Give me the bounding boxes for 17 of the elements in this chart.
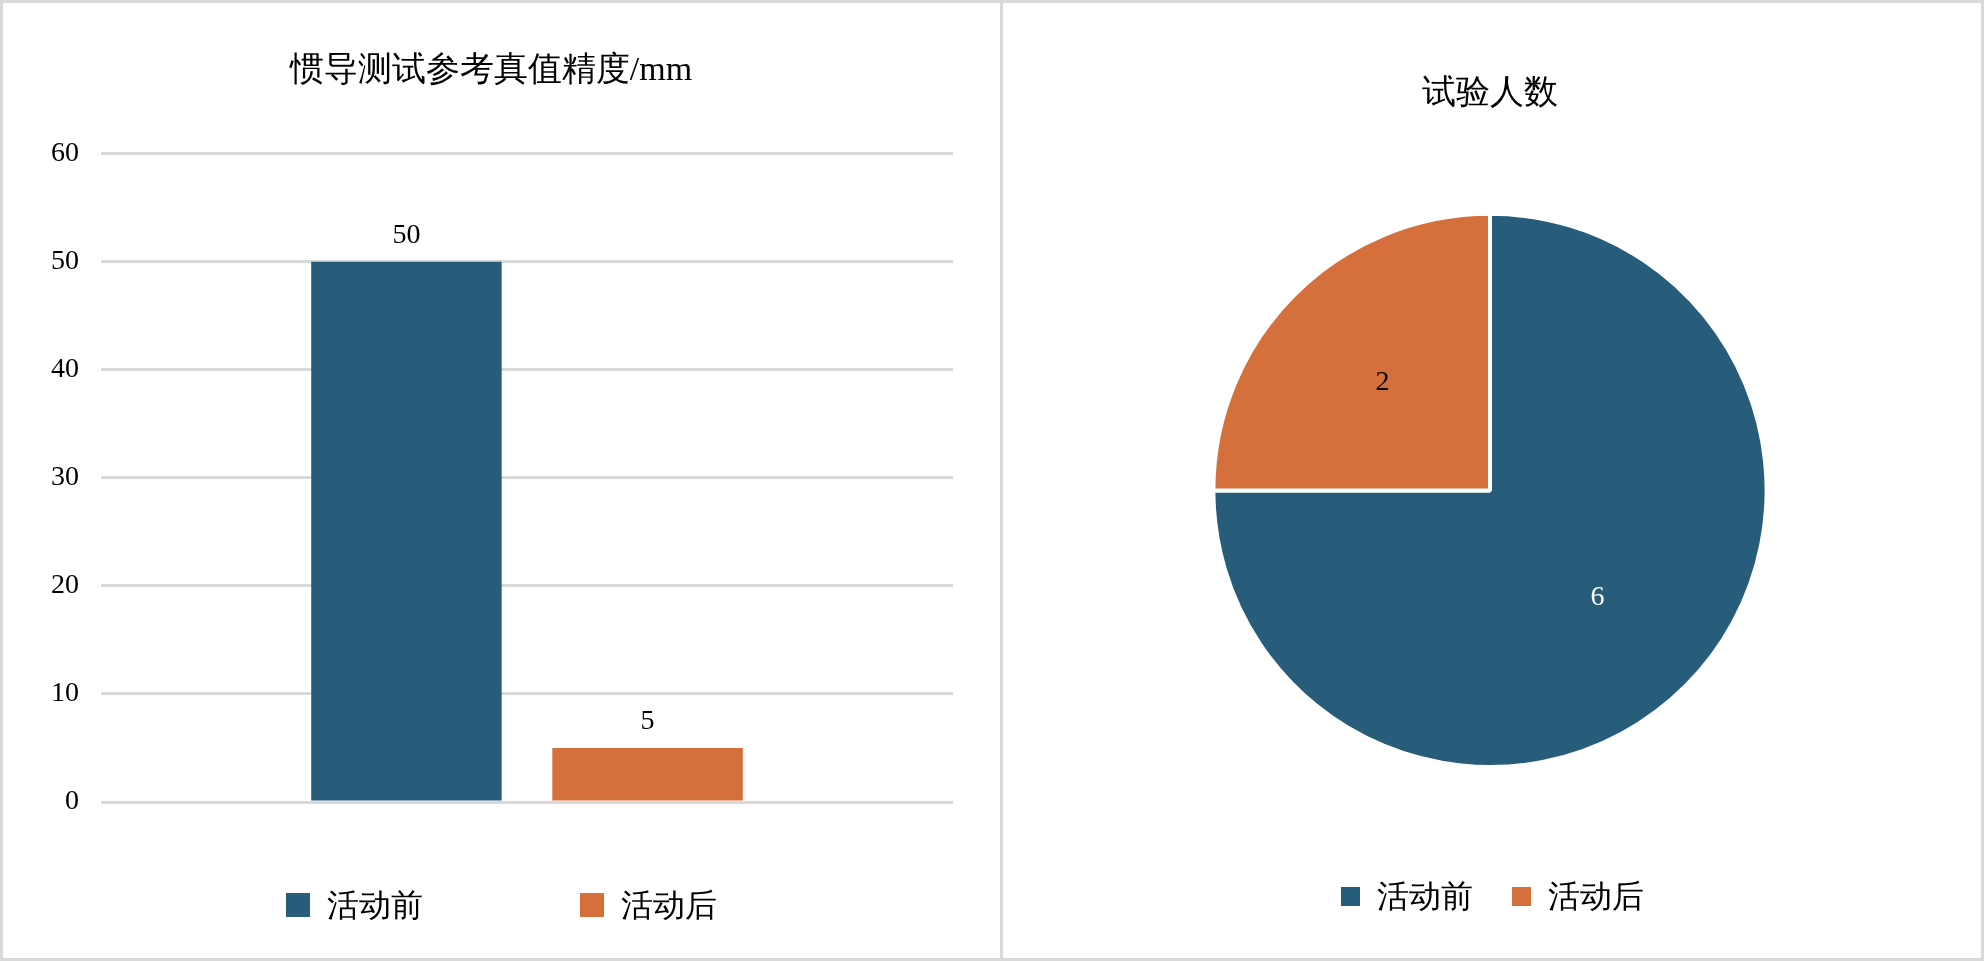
- chart-title: 惯导测试参考真值精度/mm: [288, 50, 693, 88]
- legend-label: 活动后: [1547, 878, 1644, 914]
- legend-label: 活动前: [327, 887, 423, 923]
- legend-label: 活动前: [1376, 878, 1473, 914]
- y-tick-label: 30: [51, 460, 79, 492]
- chart-title: 试验人数: [1422, 73, 1558, 111]
- legend-label: 活动后: [621, 887, 717, 923]
- data-label: 6: [1590, 580, 1605, 612]
- data-label: 50: [392, 218, 421, 250]
- y-tick-label: 50: [51, 244, 79, 276]
- y-tick-label: 40: [51, 352, 79, 384]
- data-label: 2: [1375, 365, 1390, 397]
- y-tick-label: 60: [51, 136, 79, 168]
- y-tick-label: 10: [51, 676, 79, 708]
- data-label: 5: [640, 704, 655, 736]
- y-tick-label: 20: [51, 568, 79, 600]
- y-tick-label: 0: [65, 784, 79, 816]
